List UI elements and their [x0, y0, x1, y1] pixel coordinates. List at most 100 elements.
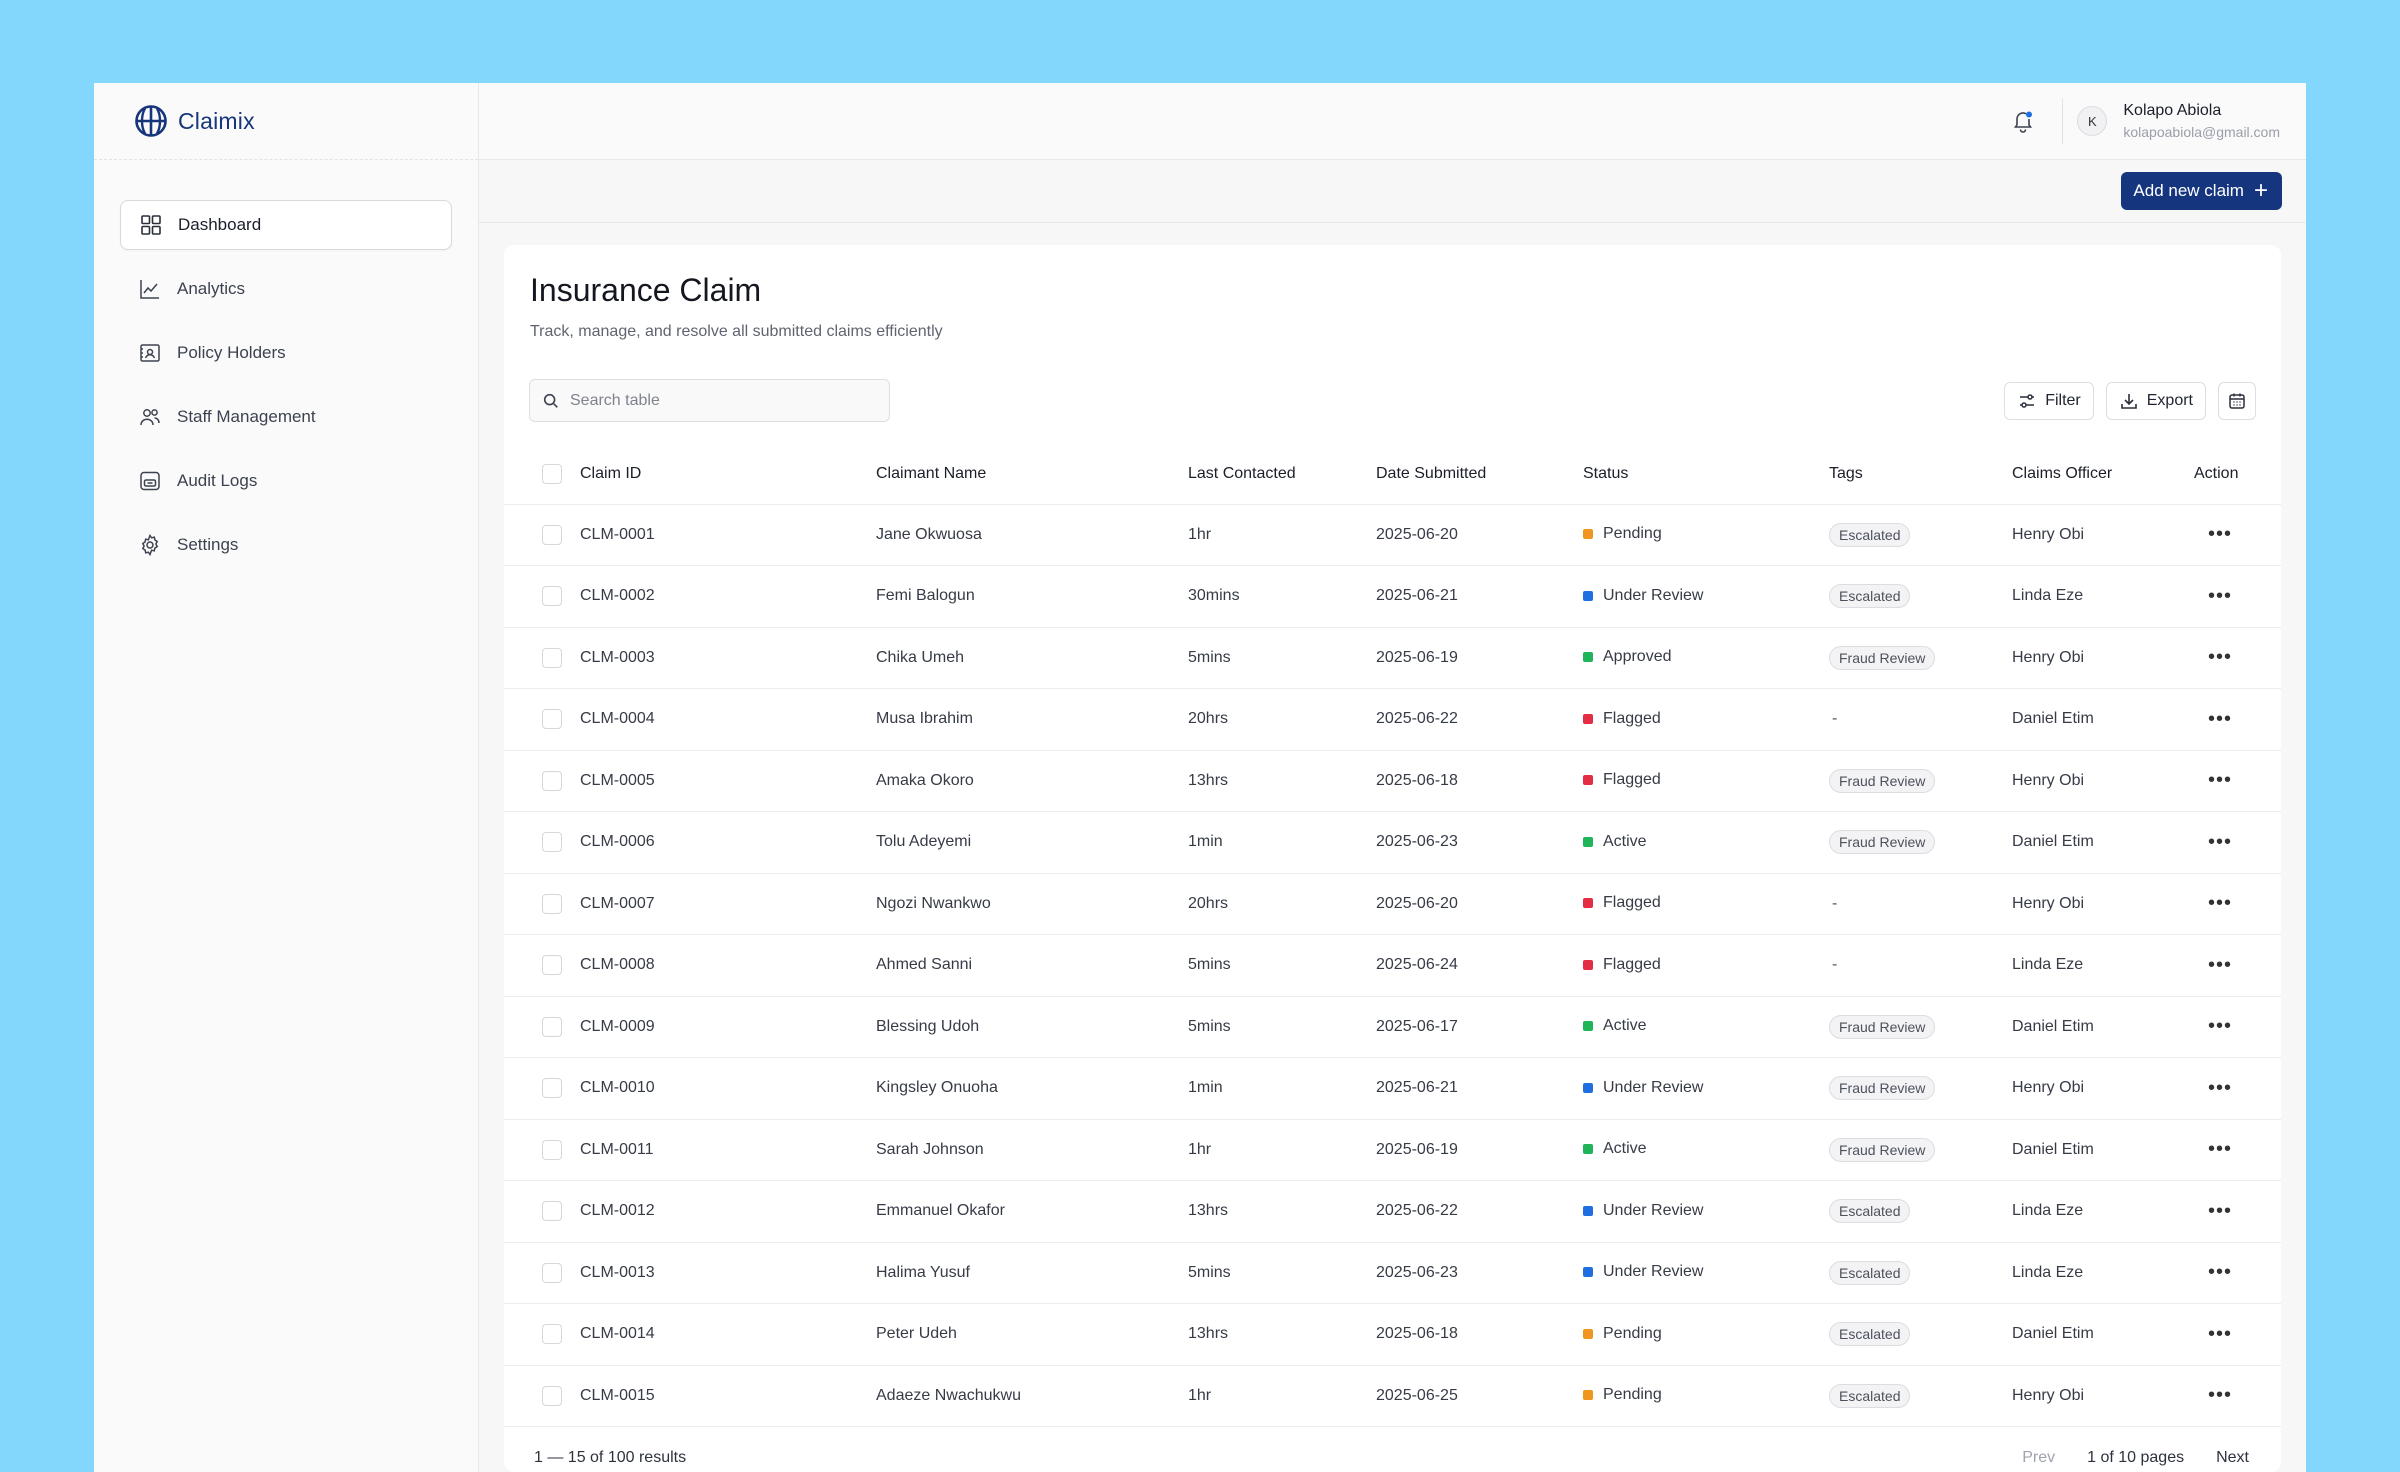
notification-bell-icon[interactable] [2010, 108, 2036, 134]
row-checkbox[interactable] [542, 832, 562, 853]
claims-officer: Daniel Etim [2012, 688, 2194, 751]
tags-cell: - [1829, 934, 2012, 997]
claimant-name: Halima Yusuf [876, 1242, 1188, 1304]
more-options-icon[interactable]: ••• [2208, 1199, 2233, 1222]
row-checkbox[interactable] [542, 1139, 562, 1160]
more-options-icon[interactable]: ••• [2208, 523, 2233, 546]
table-row[interactable]: CLM-0009 Blessing Udoh 5mins 2025-06-17 … [504, 996, 2281, 1058]
status-badge: Under Review [1583, 1202, 1703, 1220]
claims-officer: Daniel Etim [2012, 1119, 2194, 1181]
row-checkbox[interactable] [542, 524, 562, 545]
table-row[interactable]: CLM-0015 Adaeze Nwachukwu 1hr 2025-06-25… [504, 1365, 2281, 1427]
filter-button[interactable]: Filter [2004, 381, 2094, 420]
status-label: Flagged [1603, 955, 1661, 973]
select-all-checkbox[interactable] [542, 463, 562, 484]
more-options-icon[interactable]: ••• [2208, 1138, 2233, 1161]
claim-id: CLM-0015 [580, 1365, 876, 1427]
row-select-cell [504, 996, 580, 1058]
row-checkbox[interactable] [542, 586, 562, 607]
table-row[interactable]: CLM-0001 Jane Okwuosa 1hr 2025-06-20 Pen… [504, 504, 2281, 566]
sidebar-item-analytics[interactable]: Analytics [120, 264, 452, 314]
more-options-icon[interactable]: ••• [2208, 1261, 2233, 1284]
column-header[interactable]: Claimant Name [876, 444, 1188, 505]
row-checkbox[interactable] [542, 955, 562, 976]
date-submitted: 2025-06-18 [1376, 750, 1583, 812]
more-options-icon[interactable]: ••• [2208, 953, 2233, 976]
table-row[interactable]: CLM-0006 Tolu Adeyemi 1min 2025-06-23 Ac… [504, 811, 2281, 874]
sidebar-item-policy-holders[interactable]: Policy Holders [120, 328, 452, 378]
row-select-cell [504, 688, 580, 751]
search-input[interactable] [570, 391, 870, 410]
table-row[interactable]: CLM-0003 Chika Umeh 5mins 2025-06-19 App… [504, 627, 2281, 689]
brand[interactable]: Claimix [94, 83, 478, 160]
column-header[interactable]: Last Contacted [1188, 444, 1376, 505]
table-row[interactable]: CLM-0005 Amaka Okoro 13hrs 2025-06-18 Fl… [504, 750, 2281, 812]
more-options-icon[interactable]: ••• [2208, 1384, 2233, 1407]
sidebar-item-staff-management[interactable]: Staff Management [120, 392, 452, 442]
more-options-icon[interactable]: ••• [2208, 769, 2233, 792]
row-checkbox[interactable] [542, 709, 562, 730]
sidebar-item-dashboard[interactable]: Dashboard [120, 200, 452, 250]
last-contacted: 5mins [1188, 996, 1376, 1058]
row-checkbox[interactable] [542, 1262, 562, 1283]
table-row[interactable]: CLM-0013 Halima Yusuf 5mins 2025-06-23 U… [504, 1242, 2281, 1304]
status-cell: Flagged [1583, 934, 1829, 997]
table-row[interactable]: CLM-0002 Femi Balogun 30mins 2025-06-21 … [504, 565, 2281, 628]
status-cell: Pending [1583, 1365, 1829, 1427]
row-checkbox[interactable] [542, 893, 562, 914]
prev-page-button[interactable]: Prev [2022, 1449, 2056, 1466]
action-cell: ••• [2194, 1242, 2281, 1304]
app-window: Claimix Dashboard Analytics Policy Holde… [94, 83, 2306, 1472]
table-row[interactable]: CLM-0010 Kingsley Onuoha 1min 2025-06-21… [504, 1057, 2281, 1120]
avatar[interactable]: K [2077, 106, 2108, 136]
more-options-icon[interactable]: ••• [2208, 707, 2233, 730]
sidebar-item-audit-logs[interactable]: Audit Logs [120, 456, 452, 506]
date-submitted: 2025-06-22 [1376, 688, 1583, 751]
action-cell: ••• [2194, 873, 2281, 935]
claim-id: CLM-0009 [580, 996, 876, 1058]
column-header[interactable]: Date Submitted [1376, 444, 1583, 505]
tag-badge: Escalated [1829, 584, 1911, 609]
more-options-icon[interactable]: ••• [2208, 892, 2233, 915]
search-box[interactable] [529, 379, 890, 422]
row-checkbox[interactable] [542, 770, 562, 791]
column-header[interactable]: Status [1583, 444, 1829, 505]
table-row[interactable]: CLM-0012 Emmanuel Okafor 13hrs 2025-06-2… [504, 1180, 2281, 1243]
calendar-button[interactable] [2218, 381, 2256, 420]
sidebar-item-settings[interactable]: Settings [120, 520, 452, 570]
pagination: Prev 1 of 10 pages Next [2022, 1449, 2249, 1467]
user-info[interactable]: Kolapo Abiola kolapoabiola@gmail.com [2123, 102, 2280, 140]
tags-cell: Fraud Review [1829, 811, 2012, 874]
more-options-icon[interactable]: ••• [2208, 830, 2233, 853]
row-select-cell [504, 1057, 580, 1120]
more-options-icon[interactable]: ••• [2208, 584, 2233, 607]
more-options-icon[interactable]: ••• [2208, 646, 2233, 669]
status-cell: Pending [1583, 504, 1829, 566]
sidebar-item-label: Staff Management [177, 407, 316, 426]
table-row[interactable]: CLM-0007 Ngozi Nwankwo 20hrs 2025-06-20 … [504, 873, 2281, 935]
row-select-cell [504, 565, 580, 628]
last-contacted: 20hrs [1188, 873, 1376, 935]
table-row[interactable]: CLM-0011 Sarah Johnson 1hr 2025-06-19 Ac… [504, 1119, 2281, 1181]
row-checkbox[interactable] [542, 1078, 562, 1099]
next-page-button[interactable]: Next [2216, 1449, 2249, 1466]
claim-id: CLM-0004 [580, 688, 876, 751]
table-row[interactable]: CLM-0014 Peter Udeh 13hrs 2025-06-18 Pen… [504, 1303, 2281, 1366]
sidebar-item-label: Analytics [177, 279, 246, 298]
row-checkbox[interactable] [542, 1016, 562, 1037]
table-row[interactable]: CLM-0008 Ahmed Sanni 5mins 2025-06-24 Fl… [504, 934, 2281, 997]
more-options-icon[interactable]: ••• [2208, 1076, 2233, 1099]
column-header[interactable]: Tags [1829, 444, 2012, 505]
column-header[interactable]: Claim ID [580, 444, 876, 505]
more-options-icon[interactable]: ••• [2208, 1322, 2233, 1345]
column-header[interactable]: Claims Officer [2012, 444, 2194, 505]
row-checkbox[interactable] [542, 1385, 562, 1406]
row-select-cell [504, 1242, 580, 1304]
export-button[interactable]: Export [2105, 381, 2206, 420]
table-row[interactable]: CLM-0004 Musa Ibrahim 20hrs 2025-06-22 F… [504, 688, 2281, 751]
row-checkbox[interactable] [542, 1201, 562, 1222]
row-checkbox[interactable] [542, 647, 562, 668]
add-new-claim-button[interactable]: Add new claim + [2121, 172, 2282, 210]
row-checkbox[interactable] [542, 1324, 562, 1345]
more-options-icon[interactable]: ••• [2208, 1015, 2233, 1038]
